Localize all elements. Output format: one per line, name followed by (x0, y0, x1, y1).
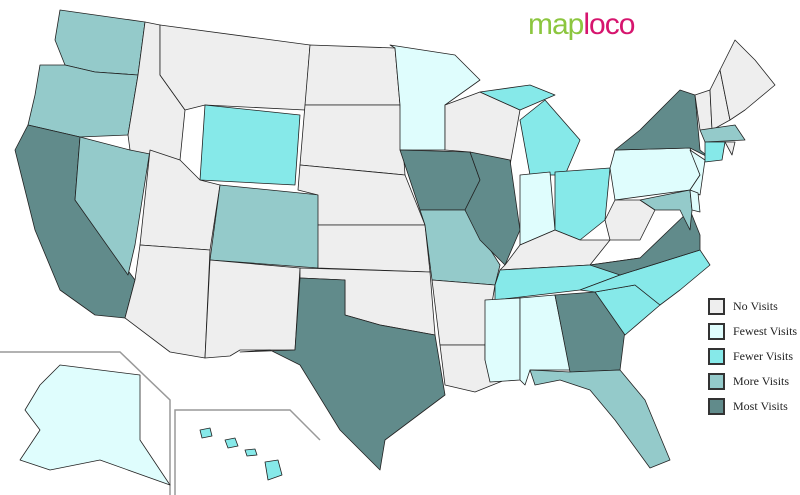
inset-border (174, 409, 321, 495)
inset-border (0, 351, 171, 495)
maploco-logo: maploco (528, 8, 635, 41)
legend-item-fewer: Fewer Visits (708, 344, 797, 369)
state-il[interactable] (464, 151, 521, 266)
legend-label: Fewer Visits (733, 349, 794, 363)
state-mi[interactable] (519, 99, 581, 176)
legend-swatch (708, 323, 725, 340)
state-tx[interactable] (239, 277, 446, 471)
state-ma[interactable] (699, 124, 746, 143)
state-ks[interactable] (317, 224, 431, 273)
legend-label: Most Visits (733, 399, 788, 413)
legend-swatch (708, 373, 725, 390)
state-hi[interactable] (264, 459, 283, 481)
state-wa[interactable] (54, 9, 146, 76)
legend-item-most: Most Visits (708, 394, 797, 419)
state-hi[interactable] (224, 437, 239, 449)
state-ms[interactable] (484, 297, 521, 383)
legend-item-none: No Visits (708, 294, 797, 319)
legend-swatch (708, 298, 725, 315)
state-ct[interactable] (704, 141, 726, 163)
legend-swatch (708, 348, 725, 365)
legend-label: No Visits (733, 299, 778, 313)
legend-swatch (708, 398, 725, 415)
state-fl[interactable] (529, 369, 671, 469)
state-nm[interactable] (204, 259, 301, 359)
legend-label: More Visits (733, 374, 790, 388)
state-oh[interactable] (554, 167, 611, 241)
state-nd[interactable] (304, 44, 401, 106)
legend-item-more: More Visits (708, 369, 797, 394)
state-ny[interactable] (614, 89, 711, 159)
state-or[interactable] (27, 64, 139, 138)
state-wv[interactable] (604, 199, 656, 241)
state-ak[interactable] (19, 364, 171, 486)
legend-label: Fewest Visits (733, 324, 798, 338)
legend: No Visits Fewest Visits Fewer Visits More V… (708, 294, 797, 419)
legend-item-fewest: Fewest Visits (708, 319, 797, 344)
state-ri[interactable] (724, 141, 736, 156)
state-mt[interactable] (159, 24, 311, 111)
state-wy[interactable] (199, 104, 301, 186)
state-de[interactable] (689, 189, 701, 213)
state-mi[interactable] (479, 84, 556, 111)
state-hi[interactable] (244, 448, 258, 457)
state-az[interactable] (124, 244, 211, 359)
state-ga[interactable] (554, 291, 626, 373)
state-co[interactable] (209, 184, 321, 269)
state-sd[interactable] (299, 104, 406, 176)
state-hi[interactable] (199, 427, 213, 439)
state-me[interactable] (719, 39, 776, 121)
